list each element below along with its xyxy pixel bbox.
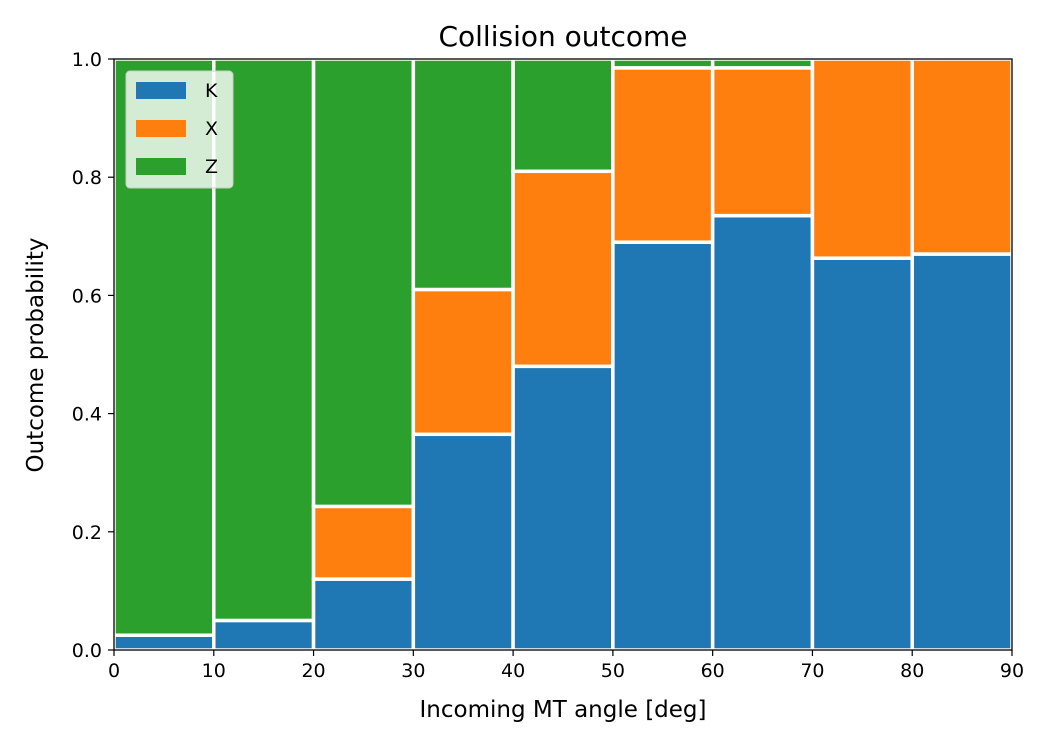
x-tick-label: 70 (800, 660, 824, 682)
bar-k-7 (810, 256, 914, 652)
legend-swatch-k (136, 82, 186, 99)
y-ticks: 0.0 0.2 0.4 0.6 0.8 1.0 (72, 49, 114, 662)
bar-x-3 (411, 287, 515, 437)
x-tick-label: 40 (501, 660, 525, 682)
x-tick-label: 80 (900, 660, 924, 682)
bar-k-8 (910, 252, 1014, 652)
x-tick-label: 50 (601, 660, 625, 682)
bar-k-0 (112, 633, 216, 652)
chart-title: Collision outcome (438, 20, 687, 53)
bar-x-8 (910, 57, 1014, 256)
x-tick-label: 90 (1000, 660, 1024, 682)
y-axis-label: Outcome probability (23, 238, 49, 473)
legend: KXZ (125, 70, 234, 189)
bar-k-6 (710, 213, 815, 652)
y-tick-label: 0.6 (72, 285, 102, 307)
bar-x-6 (710, 66, 815, 218)
bar-x-5 (611, 66, 715, 244)
bar-z-4 (511, 57, 615, 174)
bar-x-4 (511, 169, 615, 369)
bar-k-4 (511, 364, 615, 652)
x-tick-label: 30 (401, 660, 425, 682)
x-tick-label: 0 (108, 660, 120, 682)
bars-layer (112, 57, 1014, 652)
x-axis-label: Incoming MT angle [deg] (420, 697, 707, 723)
y-tick-label: 0.2 (72, 522, 102, 544)
bar-z-5 (611, 57, 715, 70)
x-tick-label: 10 (202, 660, 226, 682)
bar-z-2 (311, 57, 416, 509)
bar-k-5 (611, 240, 715, 652)
bar-k-2 (311, 577, 416, 652)
legend-label-z: Z (205, 156, 218, 178)
bar-z-6 (710, 57, 815, 70)
legend-label-x: X (205, 118, 218, 140)
y-tick-label: 0.4 (72, 404, 102, 426)
x-tick-label: 60 (701, 660, 725, 682)
plot-frame (113, 58, 1013, 651)
bar-k-1 (212, 618, 316, 652)
bar-x-7 (810, 57, 914, 260)
legend-label-k: K (205, 80, 218, 102)
legend-swatch-z (136, 158, 186, 175)
y-tick-label: 0.0 (72, 640, 102, 662)
x-ticks: 0 10 20 30 40 50 60 70 80 90 (108, 650, 1024, 682)
legend-swatch-x (136, 120, 186, 137)
bar-z-3 (411, 57, 515, 292)
y-tick-label: 0.8 (72, 167, 102, 189)
y-tick-label: 1.0 (72, 49, 102, 71)
bar-x-2 (311, 504, 416, 581)
x-tick-label: 20 (301, 660, 325, 682)
bar-k-3 (411, 432, 515, 652)
